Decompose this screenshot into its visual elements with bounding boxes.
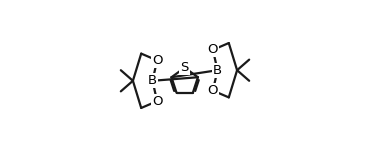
Text: O: O <box>152 54 162 67</box>
Text: O: O <box>152 95 162 108</box>
Text: O: O <box>208 43 218 56</box>
Text: B: B <box>148 74 157 87</box>
Text: S: S <box>181 61 189 74</box>
Text: B: B <box>213 64 222 77</box>
Text: O: O <box>208 84 218 97</box>
